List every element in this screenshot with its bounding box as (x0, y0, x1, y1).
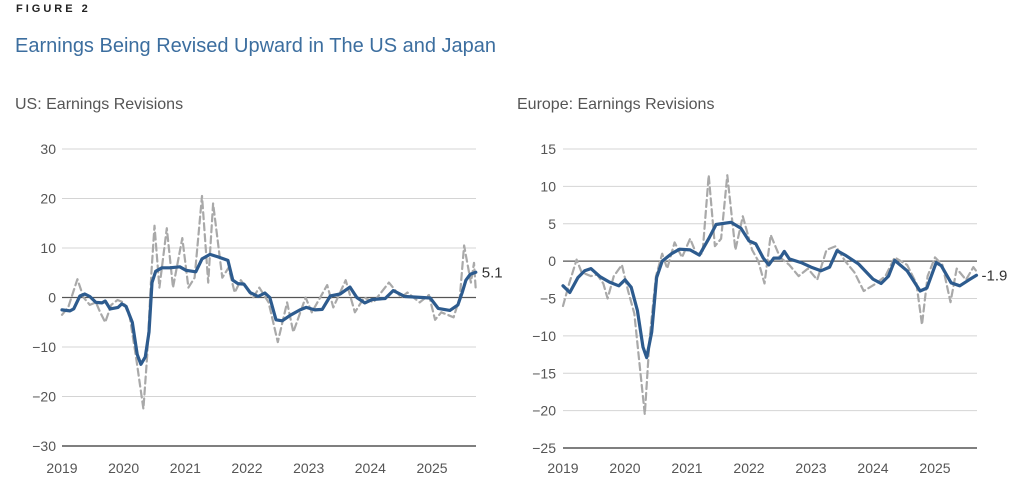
x-tick-label: 2025 (919, 460, 950, 476)
x-tick-label: 2019 (46, 460, 77, 476)
europe-monthly-line (561, 174, 979, 416)
figure-title: Earnings Being Revised Upward in The US … (15, 35, 497, 57)
europe-end-value-label: -1.9 (982, 267, 1008, 284)
x-tick-label: 2022 (733, 460, 764, 476)
us-smoothed-line (60, 252, 478, 366)
y-tick-label: −25 (532, 440, 556, 456)
us-chart-title: US: Earnings Revisions (15, 96, 184, 113)
y-tick-label: −15 (532, 365, 556, 381)
y-tick-label: 0 (548, 253, 556, 269)
y-tick-label: 10 (540, 178, 556, 194)
x-tick-label: 2021 (671, 460, 702, 476)
us-end-value-label: 5.1 (482, 264, 503, 281)
y-tick-label: −30 (32, 438, 56, 454)
us-earnings-revisions-chart: 30 20 10 0 −10 −20 −30 2019 2020 2021 2022 2023 2024… (32, 141, 503, 476)
y-tick-label: 30 (40, 141, 56, 157)
y-tick-label: 10 (40, 240, 56, 256)
y-tick-label: −10 (32, 339, 56, 355)
figure-label: FIGURE 2 (16, 3, 91, 15)
y-tick-label: −20 (532, 403, 556, 419)
us-monthly-line (60, 194, 477, 410)
x-tick-label: 2025 (416, 460, 447, 476)
y-tick-label: 0 (48, 290, 56, 306)
y-tick-label: −10 (532, 328, 556, 344)
europe-earnings-revisions-chart: 15 10 5 0 −5 −10 −15 −20 −25 2019 2020 2021 2022 2023… (532, 141, 1008, 476)
x-tick-label: 2021 (170, 460, 201, 476)
x-tick-label: 2023 (293, 460, 324, 476)
x-tick-label: 2022 (231, 460, 262, 476)
x-tick-label: 2020 (108, 460, 139, 476)
y-tick-label: −20 (32, 389, 56, 405)
x-tick-label: 2019 (547, 460, 578, 476)
y-tick-label: 5 (548, 216, 556, 232)
x-tick-label: 2020 (609, 460, 640, 476)
x-tick-label: 2024 (857, 460, 888, 476)
y-tick-label: 15 (540, 141, 556, 157)
x-tick-label: 2023 (795, 460, 826, 476)
europe-smoothed-line (561, 220, 979, 360)
y-tick-label: 20 (40, 191, 56, 207)
y-tick-label: −5 (540, 291, 556, 307)
x-tick-label: 2024 (355, 460, 386, 476)
europe-chart-title: Europe: Earnings Revisions (517, 96, 715, 113)
